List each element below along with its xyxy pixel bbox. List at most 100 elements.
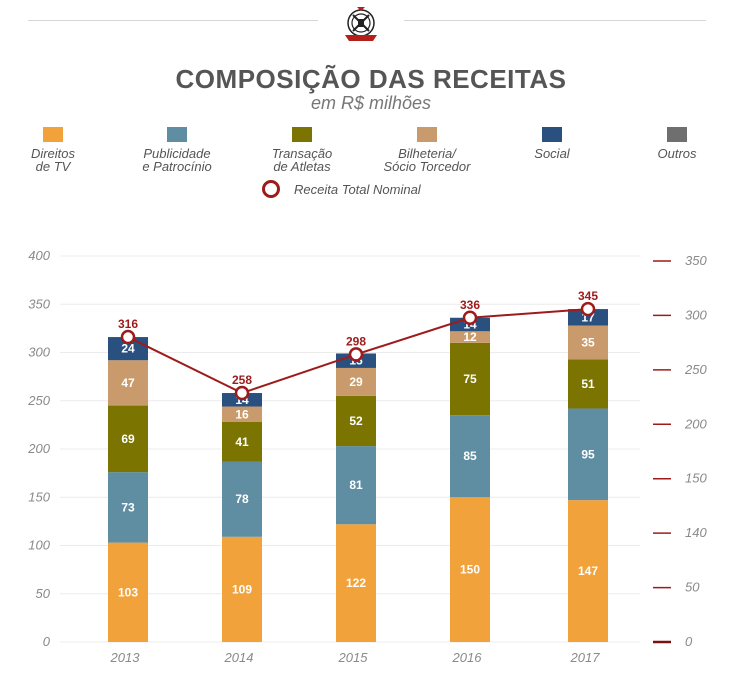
bar-segment-label: 24 — [121, 342, 135, 356]
bar-segment — [450, 497, 490, 642]
bar-segment — [108, 360, 148, 406]
legend-swatch — [292, 127, 312, 142]
bar-segment-label: 29 — [349, 375, 363, 389]
legend-swatch — [667, 127, 687, 142]
revenue-chart: 0 50 100 150 200 250 300 350 400 0 50 140 150 200 250 3… — [27, 248, 707, 665]
right-tick-label: 0 — [685, 634, 693, 649]
total-revenue-label: 345 — [578, 289, 598, 303]
legend-swatch — [43, 127, 63, 142]
bar-segment — [108, 542, 148, 642]
header-rule-left — [28, 20, 318, 21]
right-tick-label: 350 — [685, 253, 707, 268]
right-tick-label: 300 — [685, 307, 707, 322]
bar-segment — [336, 524, 376, 642]
left-tick-label: 350 — [28, 296, 50, 311]
bar-segment-label: 78 — [235, 492, 249, 506]
bar-segment-label: 12 — [463, 330, 477, 344]
total-revenue-point — [580, 301, 596, 317]
bar-segment-label: 51 — [581, 377, 595, 391]
bar-segment-label: 52 — [349, 414, 363, 428]
total-revenue-label: 258 — [232, 373, 252, 387]
bar-segment — [450, 415, 490, 498]
club-crest-logo — [345, 7, 377, 41]
total-revenue-label: 298 — [346, 334, 366, 348]
legend-item-transacao: Transação de Atletas — [242, 127, 362, 173]
legend-item-tv: Direitos de TV — [0, 127, 113, 173]
bar-segment — [568, 408, 608, 501]
left-tick-label: 150 — [28, 489, 50, 504]
legend-swatch — [167, 127, 187, 142]
total-revenue-point — [120, 329, 136, 345]
bar-segment-label: 75 — [463, 372, 477, 386]
right-tick-label: 50 — [685, 580, 700, 595]
legend-label: Direitos de TV — [30, 146, 76, 174]
total-revenue-point — [348, 347, 364, 362]
bar-segment — [222, 461, 262, 537]
legend-swatch — [542, 127, 562, 142]
left-tick-label: 200 — [27, 441, 50, 456]
total-revenue-label: 336 — [460, 298, 480, 312]
bar-segment-label: 47 — [121, 376, 135, 390]
legend-label: Transação de Atletas — [271, 146, 333, 174]
bar-segment-label: 122 — [346, 576, 366, 590]
bar-segment — [450, 331, 490, 343]
legend-line-marker — [262, 180, 280, 198]
bar-segment-label: 147 — [578, 564, 598, 578]
legend-label: Outros — [657, 146, 697, 161]
left-tick-label: 100 — [28, 538, 50, 553]
bar-segment — [568, 359, 608, 409]
right-tick-label: 200 — [684, 416, 707, 431]
bar-segment — [222, 406, 262, 422]
bar-segment-label: 103 — [118, 585, 138, 599]
x-tick-label: 2015 — [338, 650, 369, 665]
legend-label: Publicidade e Patrocínio — [142, 146, 212, 174]
bar-segment — [568, 500, 608, 642]
bar-segment — [568, 325, 608, 360]
legend-item-outros: Outros — [617, 127, 737, 160]
legend-line-label: Receita Total Nominal — [294, 182, 421, 197]
left-tick-label: 50 — [36, 586, 51, 601]
bar-segment — [336, 367, 376, 396]
x-tick-label: 2013 — [110, 650, 141, 665]
left-tick-label: 250 — [27, 393, 50, 408]
bar-segment — [568, 309, 608, 326]
legend-item-bilheteria: Bilheteria/ Sócio Torcedor — [367, 127, 487, 173]
bar-segment-label: 81 — [349, 478, 363, 492]
chart-subtitle: em R$ milhões — [310, 93, 432, 113]
right-tick-label: 250 — [684, 362, 707, 377]
bar-segment-label: 35 — [581, 335, 595, 349]
total-revenue-point — [234, 385, 250, 401]
legend-swatch — [417, 127, 437, 142]
legend-item-social: Social — [492, 127, 612, 160]
bar-segment-label: 73 — [121, 500, 135, 514]
bar-segment-label: 69 — [121, 432, 135, 446]
legend-item-publicidade: Publicidade e Patrocínio — [117, 127, 237, 173]
bar-segment — [222, 421, 262, 462]
bar-segment-label: 95 — [581, 447, 595, 461]
x-tick-label: 2017 — [570, 650, 601, 665]
left-tick-label: 400 — [28, 248, 50, 263]
legend-label: Bilheteria/ Sócio Torcedor — [383, 146, 471, 174]
bar-segment — [336, 446, 376, 525]
bar-segment-label: 16 — [235, 407, 249, 421]
x-tick-label: 2016 — [452, 650, 483, 665]
chart-title: COMPOSIÇÃO DAS RECEITAS — [175, 64, 567, 94]
bar-segment-label: 109 — [232, 582, 252, 596]
bar-segment — [108, 472, 148, 543]
bar-segment-label: 150 — [460, 563, 480, 577]
bar-segment-label: 85 — [463, 449, 477, 463]
x-tick-label: 2014 — [224, 650, 254, 665]
bar-segment-label: 41 — [235, 435, 249, 449]
left-tick-label: 0 — [43, 634, 51, 649]
total-revenue-point — [462, 310, 478, 326]
header-rule-right — [404, 20, 706, 21]
bar-segment — [450, 342, 490, 416]
bar-segment — [336, 395, 376, 447]
left-tick-label: 300 — [28, 345, 50, 360]
bar-segment — [108, 405, 148, 473]
total-revenue-label: 316 — [118, 317, 138, 331]
right-tick-label: 150 — [685, 471, 707, 486]
legend-label: Social — [534, 146, 570, 161]
bar-segment — [222, 536, 262, 642]
right-tick-label: 140 — [685, 525, 707, 540]
